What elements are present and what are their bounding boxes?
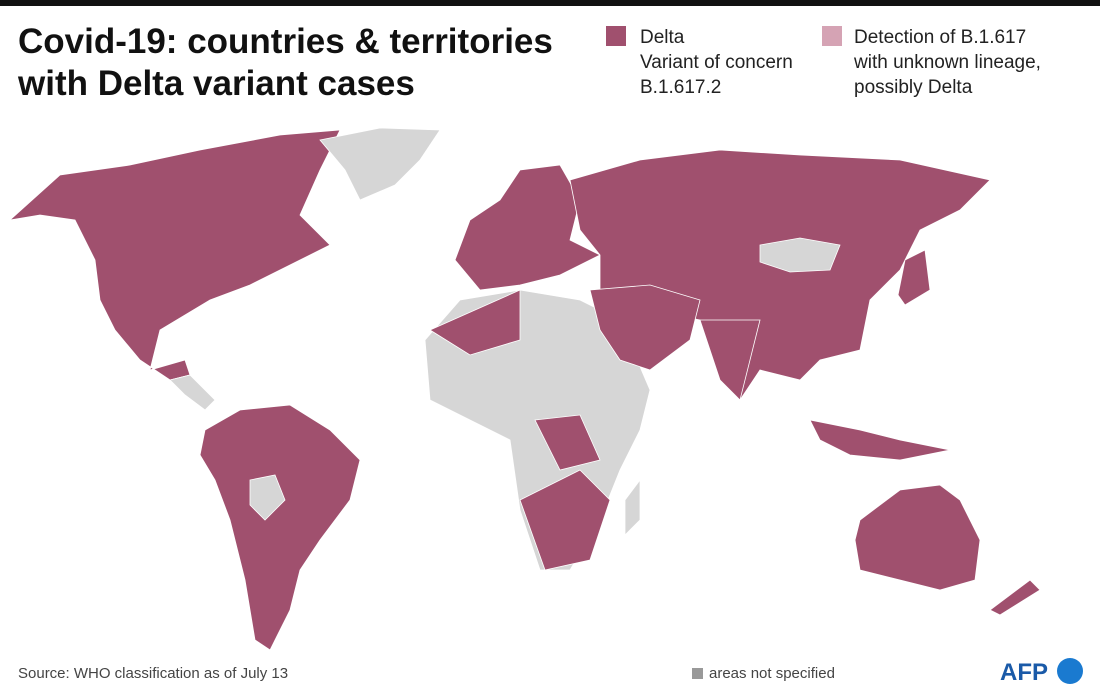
note-swatch — [692, 668, 703, 679]
legend-text: with unknown lineage, — [853, 52, 1041, 73]
middle-east — [589, 284, 701, 371]
title-line: Covid-19: countries & territories — [18, 22, 553, 61]
legend-text: Variant of concern — [640, 52, 793, 73]
south-america — [199, 404, 361, 651]
central-africa — [534, 414, 601, 471]
legend-text: Detection of B.1.617 — [854, 27, 1026, 48]
legend-swatch — [606, 26, 626, 46]
madagascar — [624, 478, 641, 536]
note: areas not specified — [709, 665, 835, 682]
indonesia — [809, 419, 951, 461]
logo-dot — [1057, 658, 1083, 684]
world-map — [8, 127, 1041, 651]
title-line: with Delta variant cases — [17, 64, 415, 103]
top-bar — [0, 0, 1100, 6]
southern-africa — [519, 469, 611, 571]
europe — [454, 164, 601, 291]
source: Source: WHO classification as of July 13 — [18, 665, 288, 682]
logo: AFP — [1000, 659, 1048, 686]
legend-swatch — [822, 26, 842, 46]
bolivia — [249, 474, 286, 521]
australia — [854, 484, 981, 591]
north-africa — [429, 289, 521, 356]
legend-text: Delta — [640, 27, 685, 48]
legend-text: B.1.617.2 — [640, 77, 721, 98]
japan — [897, 249, 931, 306]
central-america — [169, 374, 216, 411]
india — [699, 319, 761, 401]
north-america — [8, 129, 341, 381]
greenland — [319, 127, 441, 201]
legend-text: possibly Delta — [854, 77, 973, 98]
new-zealand — [989, 579, 1041, 616]
mongolia — [759, 237, 841, 273]
